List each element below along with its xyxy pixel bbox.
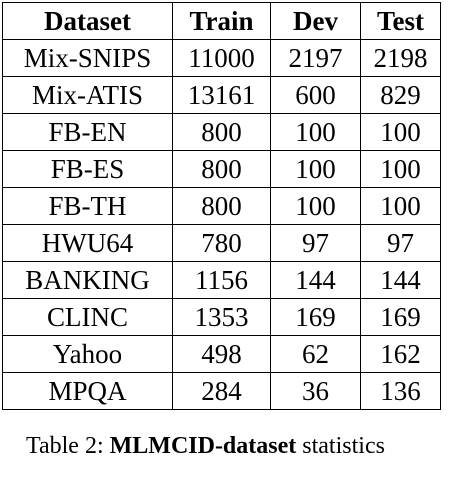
dataset-name-cell: HWU64 [2, 224, 173, 262]
table-caption: Table 2: MLMCID-dataset statistics [0, 430, 472, 462]
train-count-cell: 1156 [172, 261, 271, 299]
dataset-name-cell: Yahoo [2, 335, 173, 373]
test-count-cell: 162 [360, 335, 441, 373]
table-row: FB-TH 800 100 100 [2, 187, 441, 225]
train-count-cell: 1353 [172, 298, 271, 336]
test-count-cell: 144 [360, 261, 441, 299]
test-count-cell: 100 [360, 150, 441, 188]
dataset-name-cell: FB-EN [2, 113, 173, 151]
table-row: MPQA 284 36 136 [2, 372, 441, 410]
header-dev: Dev [270, 2, 361, 40]
table-row: CLINC 1353 169 169 [2, 298, 441, 336]
dev-count-cell: 169 [270, 298, 361, 336]
caption-suffix: statistics [296, 433, 385, 459]
train-count-cell: 800 [172, 113, 271, 151]
dataset-name-cell: BANKING [2, 261, 173, 299]
table-row: HWU64 780 97 97 [2, 224, 441, 262]
train-count-cell: 800 [172, 150, 271, 188]
dev-count-cell: 100 [270, 187, 361, 225]
table-row: Yahoo 498 62 162 [2, 335, 441, 373]
dev-count-cell: 97 [270, 224, 361, 262]
train-count-cell: 780 [172, 224, 271, 262]
dev-count-cell: 2197 [270, 39, 361, 77]
table-header-row: Dataset Train Dev Test [2, 2, 441, 40]
dev-count-cell: 600 [270, 76, 361, 114]
dataset-name-cell: Mix-ATIS [2, 76, 173, 114]
test-count-cell: 100 [360, 187, 441, 225]
test-count-cell: 829 [360, 76, 441, 114]
train-count-cell: 11000 [172, 39, 271, 77]
table-row: FB-ES 800 100 100 [2, 150, 441, 188]
dataset-name-cell: FB-TH [2, 187, 173, 225]
table-row: BANKING 1156 144 144 [2, 261, 441, 299]
test-count-cell: 169 [360, 298, 441, 336]
header-test: Test [360, 2, 441, 40]
dataset-name-cell: Mix-SNIPS [2, 39, 173, 77]
header-dataset: Dataset [2, 2, 173, 40]
test-count-cell: 2198 [360, 39, 441, 77]
dev-count-cell: 100 [270, 113, 361, 151]
table-row: Mix-SNIPS 11000 2197 2198 [2, 39, 441, 77]
dev-count-cell: 144 [270, 261, 361, 299]
test-count-cell: 136 [360, 372, 441, 410]
dev-count-cell: 62 [270, 335, 361, 373]
dev-count-cell: 36 [270, 372, 361, 410]
dataset-name-cell: CLINC [2, 298, 173, 336]
dataset-name-cell: MPQA [2, 372, 173, 410]
train-count-cell: 13161 [172, 76, 271, 114]
test-count-cell: 97 [360, 224, 441, 262]
train-count-cell: 800 [172, 187, 271, 225]
dataset-statistics-table: Dataset Train Dev Test Mix-SNIPS 11000 2… [2, 2, 441, 410]
table-row: FB-EN 800 100 100 [2, 113, 441, 151]
caption-dataset-name: MLMCID-dataset [109, 433, 297, 459]
train-count-cell: 284 [172, 372, 271, 410]
header-train: Train [172, 2, 271, 40]
test-count-cell: 100 [360, 113, 441, 151]
table-row: Mix-ATIS 13161 600 829 [2, 76, 441, 114]
caption-prefix: Table 2: [26, 433, 110, 459]
train-count-cell: 498 [172, 335, 271, 373]
dev-count-cell: 100 [270, 150, 361, 188]
dataset-name-cell: FB-ES [2, 150, 173, 188]
